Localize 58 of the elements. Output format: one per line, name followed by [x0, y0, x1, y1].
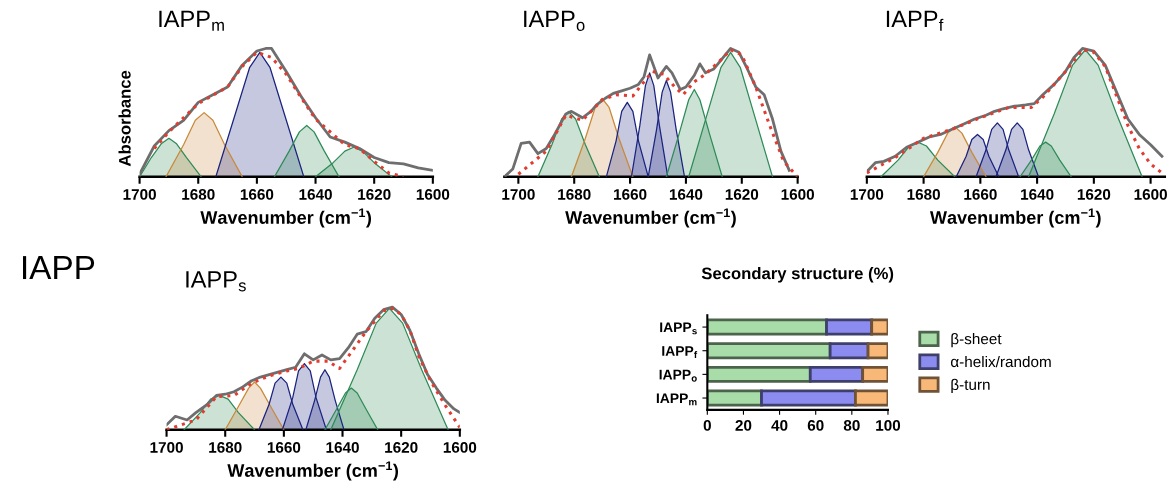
x-tick-label: 40 [771, 419, 788, 431]
x-tick-label: 1600 [781, 189, 815, 200]
x-tick-label: 1700 [502, 189, 535, 200]
x-tick-label: 1640 [299, 189, 332, 200]
bar [707, 342, 832, 360]
chart-title: IAPP$_{m}$ [159, 10, 224, 31]
legend-label: β-turn [951, 378, 990, 394]
legend-label: β-sheet [951, 333, 1002, 348]
x-tick-label: 1620 [725, 189, 759, 200]
x-tick-label: 1620 [1077, 189, 1111, 200]
y-tick-label: IAPP$_{m}$ [656, 393, 697, 406]
x-tick-label: 1620 [358, 189, 391, 200]
chart-title: Secondary structure (%) [701, 267, 894, 283]
x-tick-label: 1700 [123, 189, 156, 200]
bar [870, 318, 888, 336]
x-tick-label: 1680 [209, 441, 242, 453]
x-tick-label: 1660 [267, 441, 301, 453]
chart-title: IAPP$_{f}$ [886, 10, 944, 31]
x-tick-label: 20 [735, 419, 752, 431]
bar [828, 342, 870, 360]
x-tick-label: 100 [876, 419, 901, 431]
x-tick-label: 60 [807, 419, 824, 431]
bar [707, 389, 763, 407]
x-tick-label: 1620 [385, 441, 418, 453]
x-axis-title: Wavenumber (cm$^{−1}$) [929, 208, 1101, 228]
x-tick-label: 1680 [558, 189, 591, 200]
bar [866, 342, 888, 360]
y-tick-label: IAPP$_{s}$ [660, 322, 697, 335]
x-tick-label: 1680 [182, 189, 215, 200]
x-axis-title: Wavenumber (cm$^{−1}$) [565, 208, 736, 228]
x-tick-label: 0 [703, 419, 711, 431]
bar [854, 389, 888, 407]
x-tick-label: 1700 [850, 189, 884, 200]
x-axis-title: Wavenumber (cm$^{−1}$) [200, 208, 372, 228]
chart-title: IAPP$_{s}$ [186, 271, 246, 292]
x-tick-label: 1600 [416, 189, 450, 200]
y-tick-label: IAPP$_{o}$ [659, 369, 697, 382]
x-tick-label: 1700 [150, 441, 183, 453]
x-tick-label: 1660 [964, 189, 997, 200]
text: IAPP [23, 256, 95, 280]
y-tick-label: IAPP$_{f}$ [662, 346, 698, 358]
chart-title: IAPP$_{o}$ [524, 10, 585, 31]
x-axis-title: Wavenumber (cm$^{−1}$) [227, 461, 399, 481]
bar [760, 389, 857, 407]
x-tick-label: 1640 [326, 441, 359, 453]
bar [707, 365, 812, 383]
x-tick-label: 1600 [1134, 189, 1167, 200]
legend-label: α-helix/random [950, 355, 1051, 368]
x-tick-label: 1660 [614, 189, 647, 200]
bar [707, 318, 828, 336]
bar [861, 365, 888, 383]
x-tick-label: 1680 [907, 189, 940, 200]
x-tick-label: 1600 [443, 441, 477, 453]
x-tick-label: 1640 [669, 189, 703, 200]
y-axis-title: Absorbance [118, 70, 131, 167]
x-tick-label: 80 [843, 419, 860, 431]
x-tick-label: 1640 [1021, 189, 1054, 200]
x-tick-label: 1660 [240, 189, 274, 200]
